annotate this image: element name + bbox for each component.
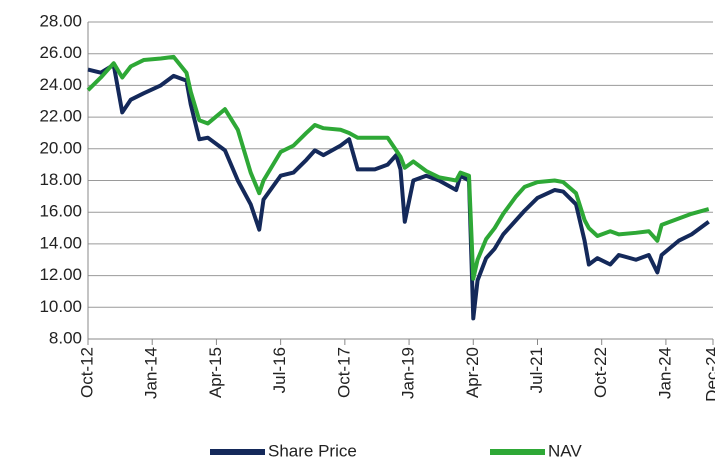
x-tick-label: Dec-24 [702, 347, 715, 402]
y-tick-label: 16.00 [39, 202, 82, 221]
x-tick-label: Apr-15 [206, 347, 225, 398]
y-tick-label: 18.00 [39, 170, 82, 189]
y-tick-label: 8.00 [49, 328, 82, 347]
y-tick-label: 14.00 [39, 233, 82, 252]
x-tick-label: Jan-14 [142, 347, 161, 399]
x-tick-label: Jul-21 [527, 347, 546, 393]
legend-label: Share Price [268, 441, 357, 460]
y-tick-label: 20.00 [39, 138, 82, 157]
y-tick-label: 28.00 [39, 11, 82, 30]
x-tick-label: Oct-22 [591, 347, 610, 398]
x-tick-label: Jan-24 [655, 347, 674, 399]
series-line [86, 54, 710, 281]
y-tick-label: 22.00 [39, 107, 82, 126]
y-tick-label: 12.00 [39, 265, 82, 284]
x-tick-label: Oct-12 [77, 347, 96, 398]
series-line [87, 62, 710, 321]
y-tick-label: 26.00 [39, 43, 82, 62]
legend-label: NAV [548, 441, 582, 460]
x-tick-label: Apr-20 [463, 347, 482, 398]
y-tick-label: 10.00 [39, 297, 82, 316]
x-tick-label: Oct-17 [334, 347, 353, 398]
y-tick-label: 24.00 [39, 75, 82, 94]
x-tick-label: Jul-16 [270, 347, 289, 393]
x-tick-label: Jan-19 [399, 347, 418, 399]
